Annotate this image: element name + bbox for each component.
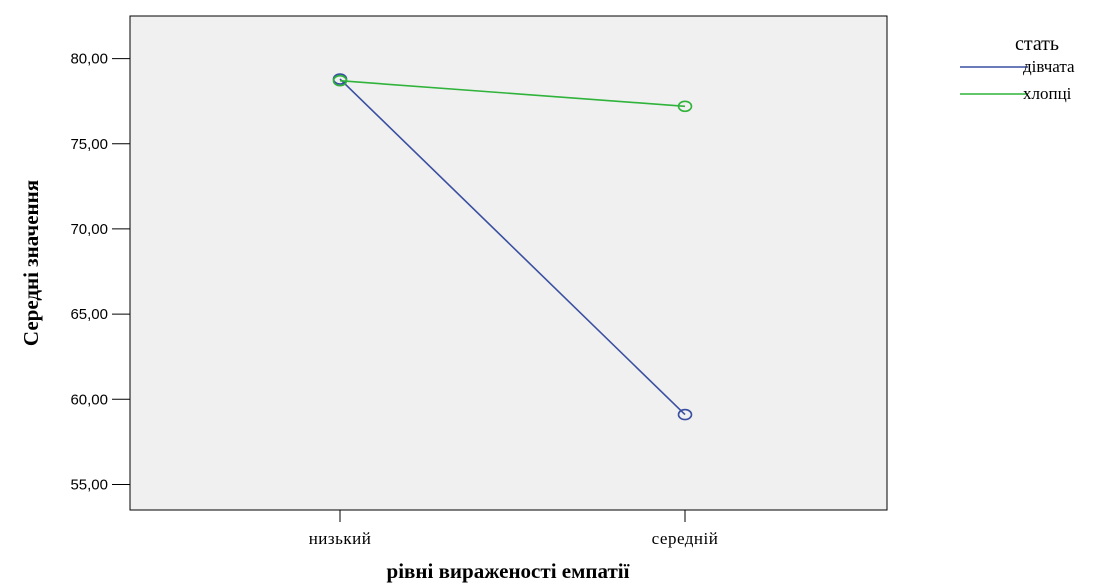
y-axis-title: Середні значення bbox=[19, 180, 43, 346]
legend: стать дівчата хлопці bbox=[960, 33, 1075, 103]
legend-item-label: дівчата bbox=[1023, 57, 1075, 76]
series-line-1 bbox=[339, 78, 686, 416]
series-line-2 bbox=[339, 79, 686, 108]
plot-area bbox=[129, 15, 888, 511]
y-tick-label: 65,00 bbox=[70, 306, 108, 323]
legend-item-label: хлопці bbox=[1023, 84, 1072, 103]
series-layer bbox=[332, 73, 693, 421]
data-point bbox=[677, 100, 693, 113]
x-tick-label: низький bbox=[309, 529, 372, 548]
x-tick-label: середній bbox=[652, 529, 719, 548]
y-tick-label: 80,00 bbox=[70, 51, 108, 68]
x-axis: низький середній bbox=[309, 510, 719, 548]
y-tick-label: 55,00 bbox=[70, 476, 108, 493]
legend-title: стать bbox=[1015, 33, 1059, 55]
data-point bbox=[332, 74, 348, 87]
data-point bbox=[677, 408, 693, 421]
y-tick-label: 75,00 bbox=[70, 136, 108, 153]
y-tick-label: 70,00 bbox=[70, 221, 108, 238]
x-axis-title: рівні вираженості емпатії bbox=[387, 559, 630, 583]
y-axis: 55,00 60,00 65,00 70,00 75,00 80,00 bbox=[70, 51, 130, 493]
y-tick-label: 60,00 bbox=[70, 391, 108, 408]
